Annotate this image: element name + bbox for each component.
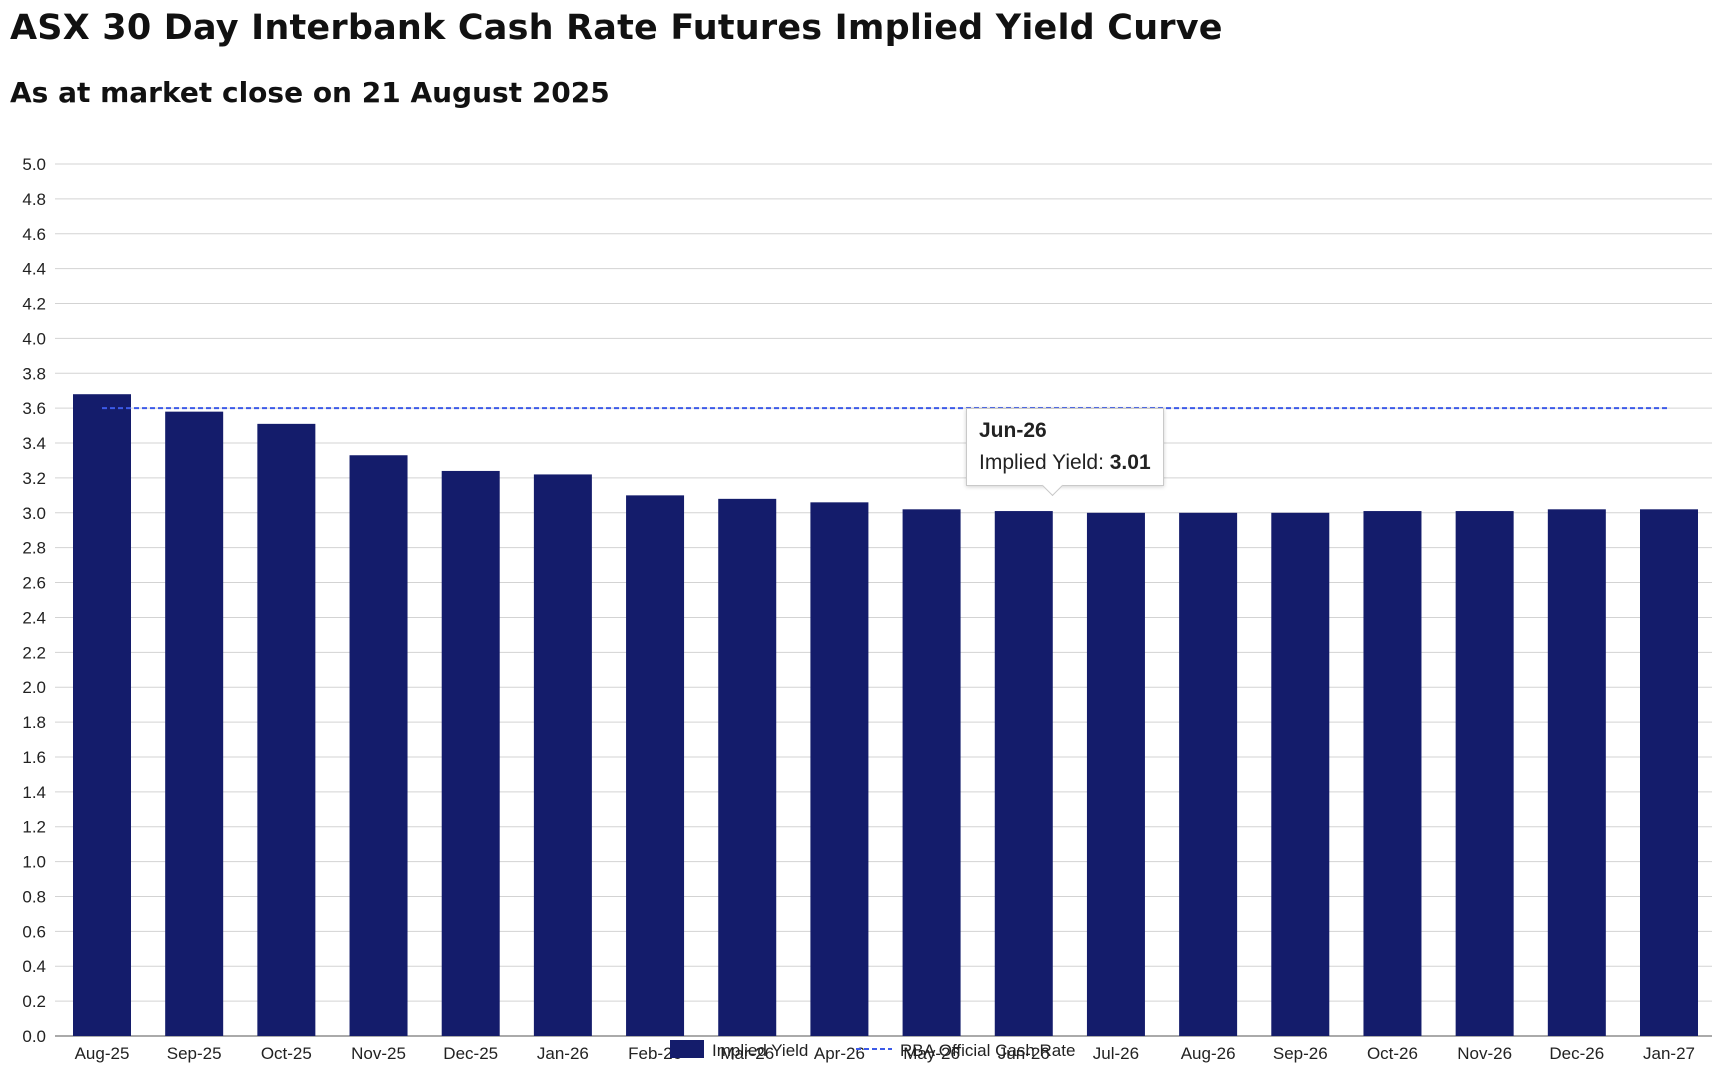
y-tick-label: 3.2 [22,469,46,488]
x-tick-label: Aug-25 [75,1044,130,1063]
y-tick-label: 2.4 [22,608,46,627]
tooltip-value: 3.01 [1109,451,1151,475]
x-tick-label: Nov-26 [1457,1044,1512,1063]
x-tick-label: Jun-26 [998,1044,1050,1063]
bar [1455,511,1514,1036]
chart-tooltip: Jun-26 Implied Yield: 3.01 [966,408,1164,497]
y-tick-label: 2.8 [22,539,46,558]
legend: Implied Yield RBA Official Cash Rate [670,1040,1075,1060]
y-tick-label: 1.2 [22,818,46,837]
y-tick-label: 1.6 [22,748,46,767]
x-tick-label: Apr-26 [814,1044,865,1063]
x-tick-label: Jan-26 [537,1044,589,1063]
x-tick-label: Feb-26 [628,1044,682,1063]
y-tick-label: 4.0 [22,329,46,348]
y-tick-label: 2.6 [22,574,46,593]
bar [810,502,869,1036]
bar [1363,511,1422,1036]
bar [73,394,131,1036]
y-tick-label: 1.0 [22,853,46,872]
y-tick-label: 0.8 [22,887,46,906]
y-tick-label: 4.4 [22,260,46,279]
x-tick-label: Nov-25 [351,1044,406,1063]
y-tick-label: 1.4 [22,783,46,802]
x-tick-label: Jan-27 [1643,1044,1695,1063]
y-tick-label: 2.0 [22,678,46,697]
y-tick-label: 1.8 [22,713,46,732]
x-tick-label: Mar-26 [720,1044,774,1063]
y-axis: 0.0 0.2 0.4 0.6 0.8 1.0 1.2 1.4 1.6 1.8 2.0 2.2 2.4 2… [22,155,46,1046]
y-tick-label: 0.2 [22,992,46,1011]
y-tick-label: 4.2 [22,295,46,314]
x-tick-label: Dec-25 [443,1044,498,1063]
tooltip-label: Implied Yield: [979,451,1104,475]
y-tick-label: 0.4 [22,957,46,976]
bar [718,498,777,1036]
bars [73,394,1698,1037]
bar [1086,512,1145,1036]
bar [165,411,224,1036]
legend-swatch-implied-yield [670,1040,704,1058]
bar [257,423,316,1037]
bar [902,509,961,1036]
x-tick-label: Sep-26 [1273,1044,1328,1063]
bar [1640,509,1698,1036]
bar [441,470,500,1037]
x-axis: Aug-25 Sep-25 Oct-25 Nov-25 Dec-25 Jan-26 Feb-… [75,1044,1695,1063]
x-tick-label: Sep-25 [167,1044,222,1063]
y-tick-label: 3.8 [22,364,46,383]
bar [533,474,592,1036]
y-tick-label: 4.6 [22,225,46,244]
page-title: ASX 30 Day Interbank Cash Rate Futures I… [10,8,1223,48]
tooltip-category: Jun-26 [979,419,1047,443]
x-tick-label: Jul-26 [1093,1044,1139,1063]
bar [626,495,685,1036]
bar [1547,509,1606,1036]
y-tick-label: 0.6 [22,922,46,941]
x-tick-label: Dec-26 [1549,1044,1604,1063]
bar [349,455,408,1036]
bar [1271,512,1330,1036]
x-tick-label: May-26 [903,1044,960,1063]
page-subtitle: As at market close on 21 August 2025 [10,76,610,109]
bar [994,511,1053,1036]
bar [1179,512,1238,1036]
y-tick-label: 3.0 [22,504,46,523]
y-tick-label: 4.8 [22,190,46,209]
x-tick-label: Oct-26 [1367,1044,1418,1063]
legend-label-cash-rate: RBA Official Cash Rate [900,1041,1075,1060]
x-tick-label: Aug-26 [1181,1044,1236,1063]
gridlines [55,163,1712,1037]
x-tick-label: Oct-25 [261,1044,312,1063]
y-tick-label: 5.0 [22,155,46,174]
y-tick-label: 2.2 [22,643,46,662]
y-tick-label: 3.4 [22,434,46,453]
y-tick-label: 3.6 [22,399,46,418]
legend-label-implied-yield: Implied Yield [712,1041,808,1060]
tooltip-line: Implied Yield: 3.01 [979,451,1151,475]
y-tick-label: 0.0 [22,1027,46,1046]
